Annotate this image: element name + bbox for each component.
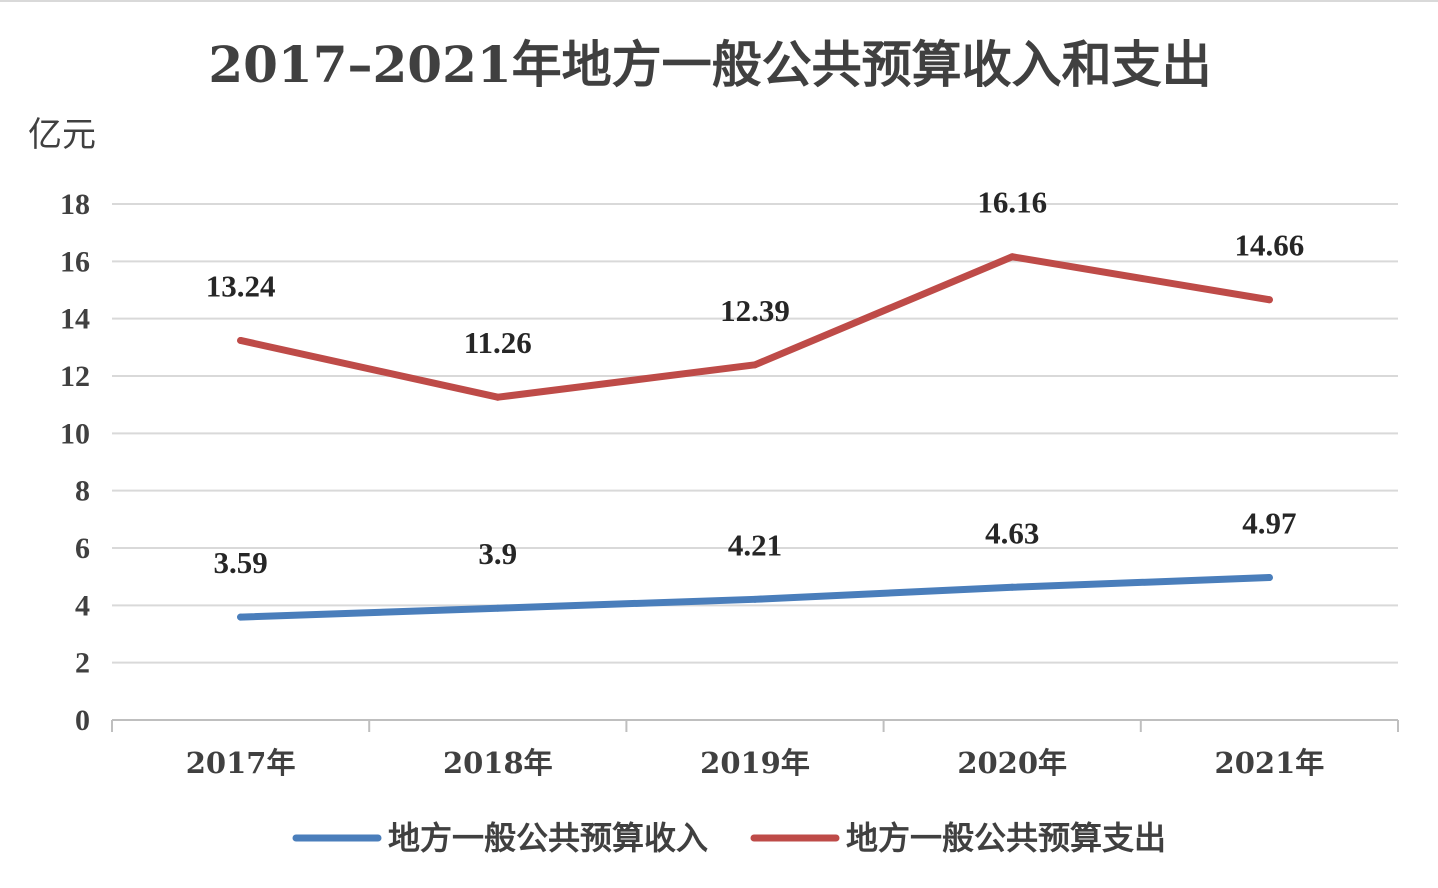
- y-tick-label: 18: [60, 188, 90, 221]
- data-point: [237, 613, 245, 621]
- y-tick-label: 6: [75, 532, 90, 565]
- data-label: 4.97: [1242, 506, 1296, 541]
- x-tick-label: 2017年: [186, 746, 296, 780]
- legend: 地方一般公共预算收入 地方一般公共预算支出: [292, 819, 1166, 857]
- y-tick-label: 8: [75, 475, 90, 508]
- data-label: 13.24: [206, 268, 276, 303]
- data-label: 12.39: [720, 293, 790, 328]
- y-tick-label: 12: [60, 360, 90, 393]
- chart-title: 2017–2021年地方一般公共预算收入和支出: [208, 35, 1211, 94]
- x-tick-label: 2018年: [443, 746, 553, 780]
- y-tick-label: 16: [60, 245, 90, 278]
- data-label: 14.66: [1235, 228, 1305, 263]
- legend-label-1: 地方一般公共预算收入: [388, 819, 708, 857]
- gridlines: [112, 203, 1398, 664]
- y-tick-label: 0: [75, 704, 90, 737]
- data-label: 16.16: [977, 185, 1047, 220]
- x-tick-label: 2019年: [700, 746, 810, 780]
- x-axis-ticks: 2017年 2018年 2019年 2020年 2021年: [186, 746, 1325, 780]
- x-tick-label: 2021年: [1215, 746, 1325, 780]
- y-tick-label: 14: [60, 303, 90, 336]
- data-label: 4.21: [728, 527, 782, 562]
- data-point: [494, 393, 502, 401]
- data-label: 3.59: [213, 545, 267, 580]
- y-tick-label: 2: [75, 647, 90, 680]
- data-point: [751, 595, 759, 603]
- x-axis: [111, 719, 1399, 732]
- data-point: [237, 336, 245, 344]
- y-tick-label: 10: [60, 417, 90, 450]
- data-point: [1008, 253, 1016, 261]
- legend-label-2: 地方一般公共预算支出: [846, 819, 1166, 857]
- data-point: [751, 361, 759, 369]
- data-label: 11.26: [464, 325, 532, 360]
- series-lines: [237, 253, 1273, 621]
- y-axis-unit-label: 亿元: [28, 115, 96, 155]
- data-label: 3.9: [478, 536, 517, 571]
- data-point: [1008, 583, 1016, 591]
- data-point: [494, 604, 502, 612]
- x-tick-label: 2020年: [957, 746, 1067, 780]
- data-label: 4.63: [985, 515, 1039, 550]
- data-point: [1265, 296, 1273, 304]
- data-labels: 3.59 3.9 4.21 4.63 4.97 13.24 11.26 12.39 16.16 1…: [206, 185, 1305, 580]
- y-axis-ticks: 0 2 4 6 8 10 12 14 16 18: [60, 188, 90, 737]
- data-point: [1265, 574, 1273, 582]
- y-tick-label: 4: [75, 589, 90, 622]
